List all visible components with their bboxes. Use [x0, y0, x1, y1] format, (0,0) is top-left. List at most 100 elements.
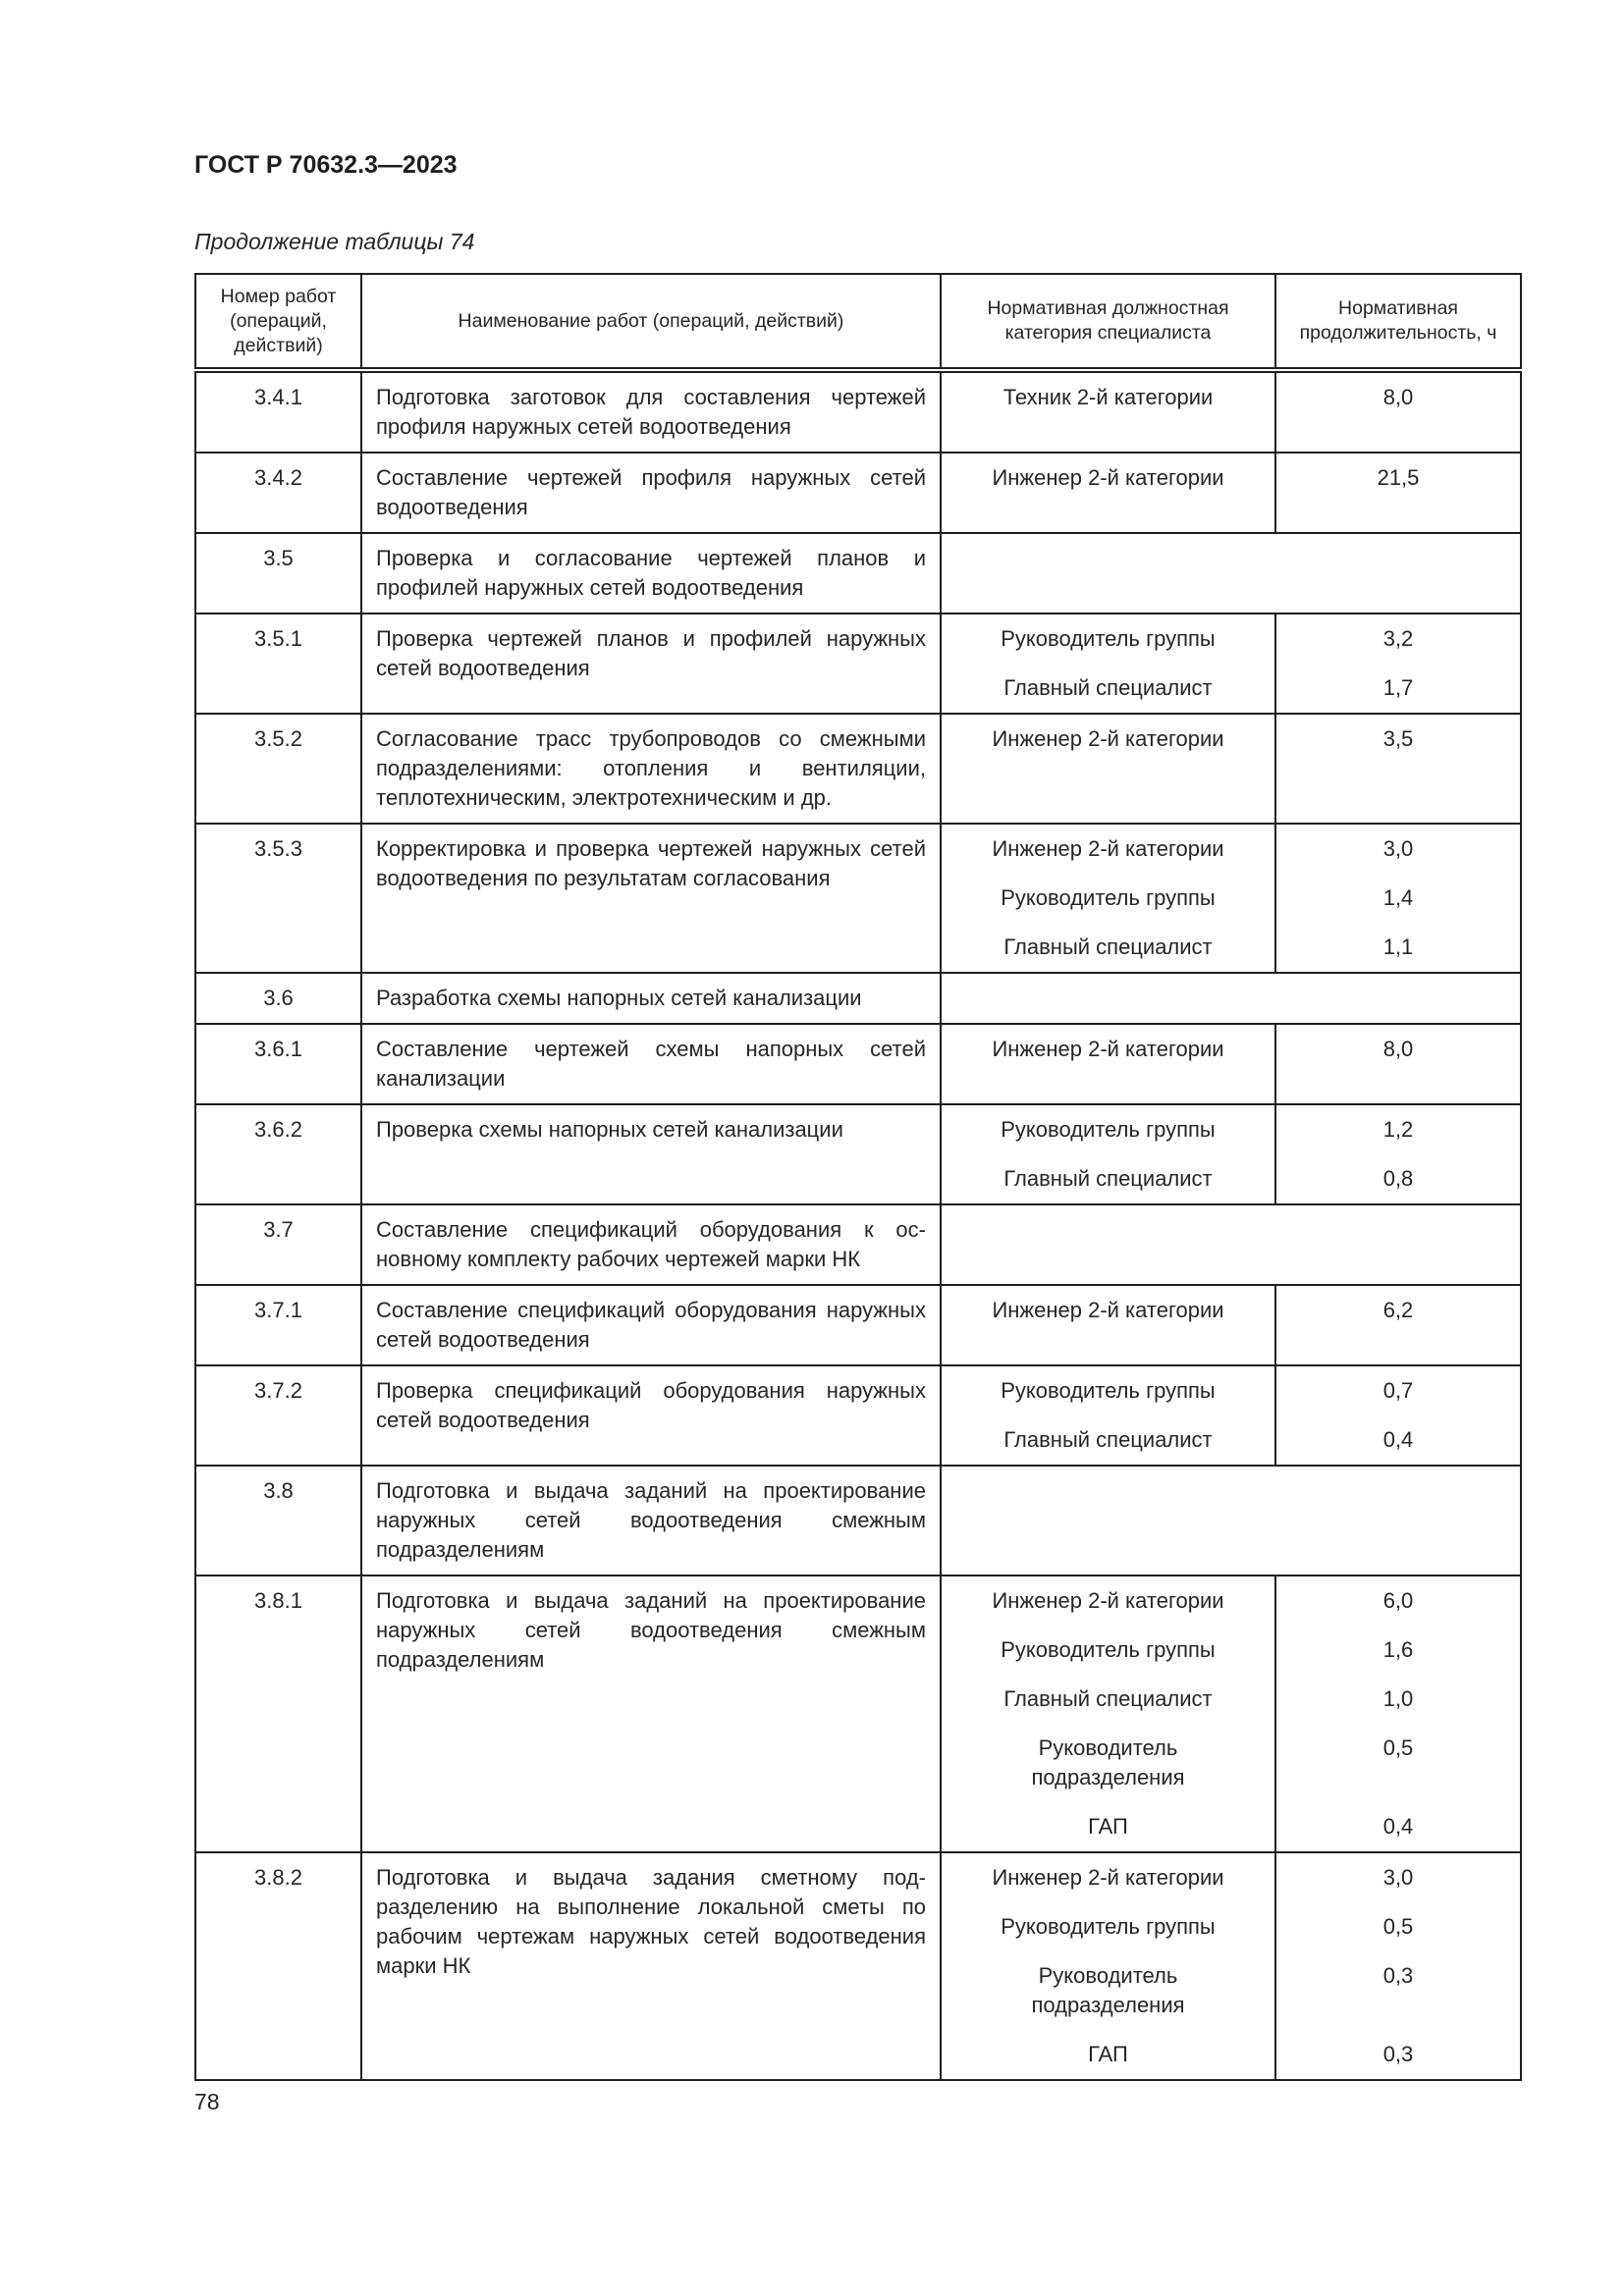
duration-hours: 0,4 — [1382, 1814, 1414, 1839]
duration-hours: 6,2 — [1382, 1298, 1414, 1322]
work-name: Подготовка и выдача заданий на проектиро… — [360, 1465, 942, 1576]
specialist-category: Руководитель группы — [1001, 626, 1216, 651]
duration-hours: 8,0 — [1382, 1037, 1414, 1061]
work-name: Составление спецификаций оборудования на… — [360, 1284, 942, 1366]
work-number: 3.5.3 — [194, 823, 362, 974]
table-row: 3.6.1 Составление чертежей схемы напорных… — [194, 1023, 1522, 1105]
empty-cell — [940, 1203, 1522, 1286]
table-header-row: Номер работ (операций, действий) Наимено… — [194, 273, 1522, 373]
specialist-category-cell: Руководитель группы Главный специалист — [940, 613, 1276, 715]
duration-hours: 0,3 — [1382, 1963, 1414, 1988]
duration-hours: 1,4 — [1382, 885, 1414, 910]
specialist-category: Инженер 2-й категории — [992, 465, 1224, 490]
specialist-category-cell: Инженер 2-й категории — [940, 1023, 1276, 1105]
table-row: 3.6.2 Проверка схемы напорных сетей канал… — [194, 1103, 1522, 1205]
specialist-category: Руководитель подразделения — [1031, 1963, 1185, 2017]
duration-hours: 1,0 — [1382, 1686, 1414, 1711]
specialist-category: ГАП — [1088, 2042, 1128, 2066]
work-number: 3.6 — [194, 972, 362, 1025]
specialist-category: Главный специалист — [1003, 675, 1213, 700]
duration-cell: 0,7 0,4 — [1274, 1364, 1522, 1467]
specialist-category-cell: Инженер 2-й категории — [940, 713, 1276, 825]
column-header-category: Нормативная должностная категория специа… — [940, 273, 1276, 373]
specialist-category: Главный специалист — [1003, 1166, 1213, 1191]
work-number: 3.7 — [194, 1203, 362, 1286]
duration-hours: 6,0 — [1382, 1588, 1414, 1613]
duration-hours: 0,5 — [1382, 1735, 1414, 1760]
column-header-number: Номер работ (операций, действий) — [194, 273, 362, 373]
work-number: 3.5.1 — [194, 613, 362, 715]
duration-cell: 3,0 0,5 0,3 0,3 — [1274, 1851, 1522, 2081]
duration-cell: 3,5 — [1274, 713, 1522, 825]
page-number: 78 — [194, 2089, 220, 2114]
table-row: 3.8.1 Подготовка и выдача заданий на прое… — [194, 1575, 1522, 1853]
work-name: Подготовка и выдача заданий на проектиро… — [360, 1575, 942, 1853]
duration-hours: 3,0 — [1382, 1865, 1414, 1890]
specialist-category: Инженер 2-й категории — [992, 726, 1224, 751]
duration-hours: 1,1 — [1382, 934, 1414, 959]
specialist-category-cell: Инженер 2-й категории Руководитель группы… — [940, 823, 1276, 974]
specialist-category: Руководитель группы — [1001, 1378, 1216, 1403]
specialist-category: Руководитель группы — [1001, 885, 1216, 910]
duration-cell: 21,5 — [1274, 452, 1522, 534]
table-row: 3.7.2 Проверка спецификаций оборудования … — [194, 1364, 1522, 1467]
specialist-category: Руководитель группы — [1001, 1117, 1216, 1142]
table-section-row: 3.7 Составление спецификаций оборудования… — [194, 1203, 1522, 1286]
duration-cell: 8,0 — [1274, 1023, 1522, 1105]
specialist-category-cell: Техник 2-й категории — [940, 369, 1276, 454]
specialist-category: Руководитель группы — [1001, 1914, 1216, 1939]
work-name: Составление чертежей схемы напорных сете… — [360, 1023, 942, 1105]
work-number: 3.5 — [194, 532, 362, 614]
empty-cell — [940, 532, 1522, 614]
work-name: Составление чертежей профиля наружных се… — [360, 452, 942, 534]
table-row: 3.5.2 Согласование трасс трубопроводов со… — [194, 713, 1522, 825]
specialist-category: Главный специалист — [1003, 934, 1213, 959]
specialist-category: Инженер 2-й категории — [992, 1588, 1224, 1613]
specialist-category-cell: Инженер 2-й категории — [940, 1284, 1276, 1366]
duration-hours: 1,2 — [1382, 1117, 1414, 1142]
specialist-category: Инженер 2-й категории — [992, 1298, 1224, 1322]
duration-hours: 3,0 — [1382, 836, 1414, 861]
specialist-category-cell: Инженер 2-й категории Руководитель группы… — [940, 1851, 1276, 2081]
duration-hours: 0,5 — [1382, 1914, 1414, 1939]
duration-hours: 1,7 — [1382, 675, 1414, 700]
table-section-row: 3.6 Разработка схемы напорных сетей канал… — [194, 972, 1522, 1025]
work-name: Составление спецификаций оборудования к … — [360, 1203, 942, 1286]
duration-hours: 0,3 — [1382, 2042, 1414, 2066]
work-number: 3.8 — [194, 1465, 362, 1576]
work-name: Проверка и согласование чертежей планов … — [360, 532, 942, 614]
empty-cell — [940, 972, 1522, 1025]
work-number: 3.7.1 — [194, 1284, 362, 1366]
duration-cell: 6,2 — [1274, 1284, 1522, 1366]
table-section-row: 3.8 Подготовка и выдача заданий на проект… — [194, 1465, 1522, 1576]
table-row: 3.4.1 Подготовка заготовок для составлени… — [194, 369, 1522, 454]
work-number: 3.8.2 — [194, 1851, 362, 2081]
duration-hours: 3,2 — [1382, 626, 1414, 651]
empty-cell — [940, 1465, 1522, 1576]
duration-cell: 8,0 — [1274, 369, 1522, 454]
duration-hours: 0,7 — [1382, 1378, 1414, 1403]
specialist-category-cell: Инженер 2-й категории — [940, 452, 1276, 534]
table-row: 3.5.1 Проверка чертежей планов и профилей… — [194, 613, 1522, 715]
table-row: 3.7.1 Составление спецификаций оборудован… — [194, 1284, 1522, 1366]
duration-hours: 0,8 — [1382, 1166, 1414, 1191]
table-section-row: 3.5 Проверка и согласование чертежей план… — [194, 532, 1522, 614]
specialist-category: Главный специалист — [1003, 1427, 1213, 1452]
work-name: Проверка спецификаций оборудования наруж… — [360, 1364, 942, 1467]
work-name: Проверка чертежей планов и профилей нару… — [360, 613, 942, 715]
table-row: 3.8.2 Подготовка и выдача задания сметном… — [194, 1851, 1522, 2081]
specialist-category: ГАП — [1088, 1814, 1128, 1839]
table-row: 3.5.3 Корректировка и проверка чертежей н… — [194, 823, 1522, 974]
work-number: 3.5.2 — [194, 713, 362, 825]
work-name: Разработка схемы напорных сетей канализа… — [360, 972, 942, 1025]
work-name: Проверка схемы напорных сетей канализаци… — [360, 1103, 942, 1205]
document-title: ГОСТ Р 70632.3—2023 — [194, 151, 458, 179]
specialist-category-cell: Инженер 2-й категории Руководитель группы… — [940, 1575, 1276, 1853]
work-name: Согласование трасс трубопроводов со смеж… — [360, 713, 942, 825]
specialist-category: Техник 2-й категории — [1002, 385, 1214, 409]
work-name: Корректировка и проверка чертежей наружн… — [360, 823, 942, 974]
column-header-name: Наименование работ (операций, действий) — [360, 273, 942, 373]
specialist-category-cell: Руководитель группы Главный специалист — [940, 1364, 1276, 1467]
duration-hours: 8,0 — [1382, 385, 1414, 409]
work-number: 3.6.2 — [194, 1103, 362, 1205]
